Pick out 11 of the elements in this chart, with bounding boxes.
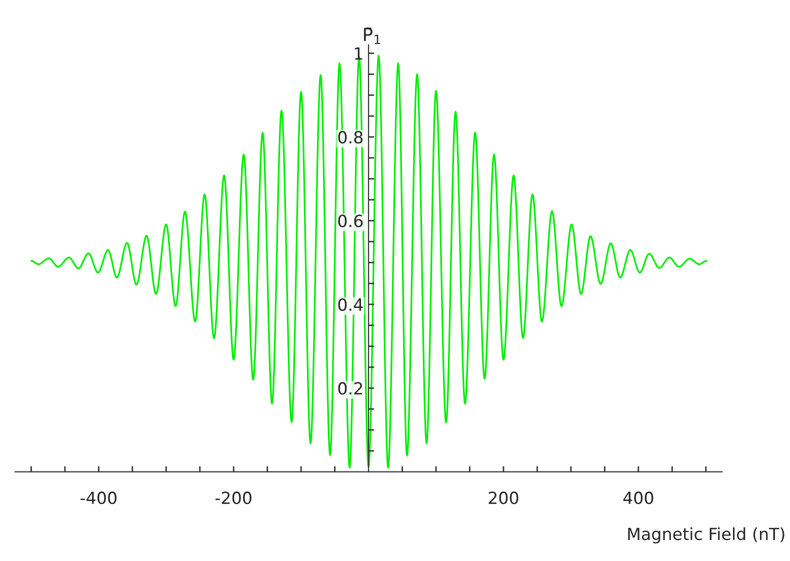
- y-tick-label: 0.6: [338, 214, 363, 228]
- x-axis-title: Magnetic Field (nT): [628, 527, 784, 544]
- y-tick-label: 0.2: [338, 382, 362, 395]
- y-tick-label: 0.8: [338, 130, 363, 144]
- x-tick-label: -400: [80, 492, 116, 504]
- x-tick-label: 400: [623, 492, 654, 504]
- y-tick-label: 1: [354, 47, 362, 60]
- y-axis-title: P̄$_{1}$: [364, 28, 380, 44]
- x-tick-label: 200: [488, 492, 518, 504]
- x-tick-label: -200: [216, 492, 252, 504]
- y-tick-label: 0.4: [338, 298, 363, 311]
